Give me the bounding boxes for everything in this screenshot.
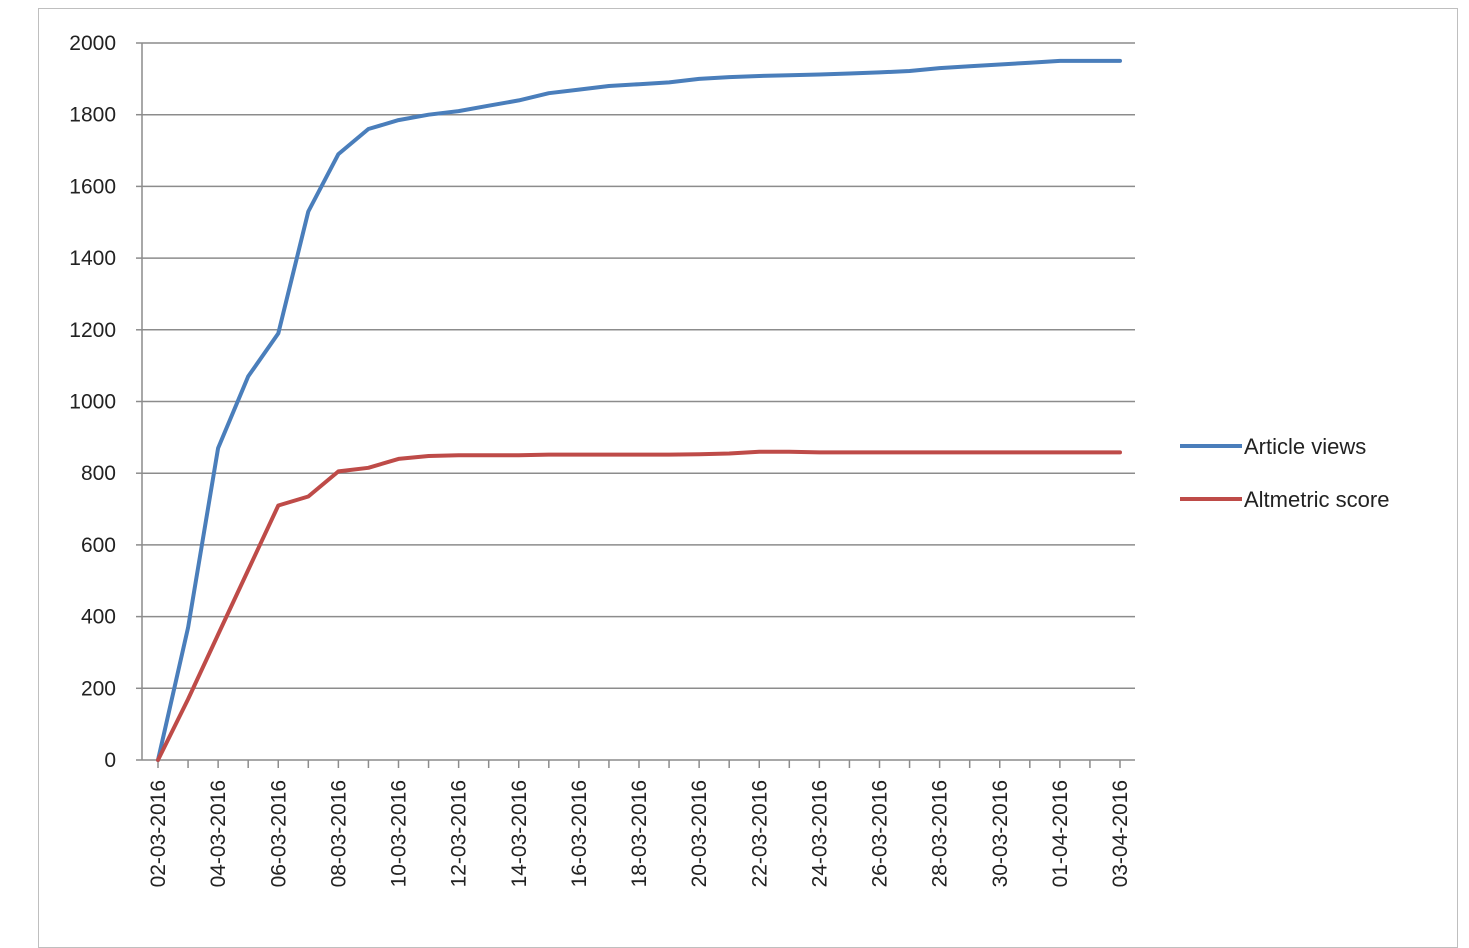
x-tick-label: 12-03-2016 <box>448 780 471 887</box>
y-tick-label: 1200 <box>69 319 116 342</box>
y-tick-label: 1600 <box>69 175 116 198</box>
x-tick-label: 03-04-2016 <box>1109 780 1132 887</box>
y-tick-label: 1800 <box>69 104 116 127</box>
x-tick-label: 02-03-2016 <box>147 780 170 887</box>
x-tick-label: 08-03-2016 <box>327 780 350 887</box>
x-tick-label: 24-03-2016 <box>808 780 831 887</box>
y-tick-label: 800 <box>81 462 116 485</box>
legend-item-altmetric-score: Altmetric score <box>1180 487 1389 512</box>
x-tick-label: 30-03-2016 <box>989 780 1012 887</box>
x-tick-label: 10-03-2016 <box>388 780 411 887</box>
y-tick-label: 1400 <box>69 247 116 270</box>
chart-frame <box>38 8 1458 948</box>
x-tick-label: 16-03-2016 <box>568 780 591 887</box>
gridlines <box>142 42 1135 690</box>
x-tick-label: 28-03-2016 <box>929 780 952 887</box>
x-tick-label: 18-03-2016 <box>628 780 651 887</box>
y-tick-label: 2000 <box>69 32 116 55</box>
x-tick-label: 22-03-2016 <box>748 780 771 887</box>
y-tick-label: 1000 <box>69 391 116 414</box>
x-axis: 02-03-2016 04-03-2016 06-03-2016 08-03-2016… <box>142 759 1135 887</box>
legend-label: Altmetric score <box>1244 487 1389 512</box>
x-tick-label: 04-03-2016 <box>207 780 230 887</box>
x-tick-label: 14-03-2016 <box>508 780 531 887</box>
y-tick-label: 200 <box>81 677 116 700</box>
x-tick-label: 26-03-2016 <box>869 780 892 887</box>
legend-item-article-views: Article views <box>1180 434 1366 459</box>
series-line-altmetric-score <box>156 449 1122 762</box>
y-tick-label: 400 <box>81 606 116 629</box>
legend: Article views Altmetric score <box>1180 434 1389 512</box>
x-tick-label: 01-04-2016 <box>1049 780 1072 887</box>
legend-label: Article views <box>1244 434 1366 459</box>
y-tick-label: 600 <box>81 534 116 557</box>
x-tick-label: 20-03-2016 <box>688 780 711 887</box>
y-tick-label: 0 <box>104 749 116 772</box>
series-lines <box>156 58 1122 762</box>
x-tick-label: 06-03-2016 <box>267 780 290 887</box>
series-line-article-views <box>156 58 1122 762</box>
y-axis: 0 200 400 600 800 1000 1200 1400 1600 1800 2000 <box>69 32 143 772</box>
